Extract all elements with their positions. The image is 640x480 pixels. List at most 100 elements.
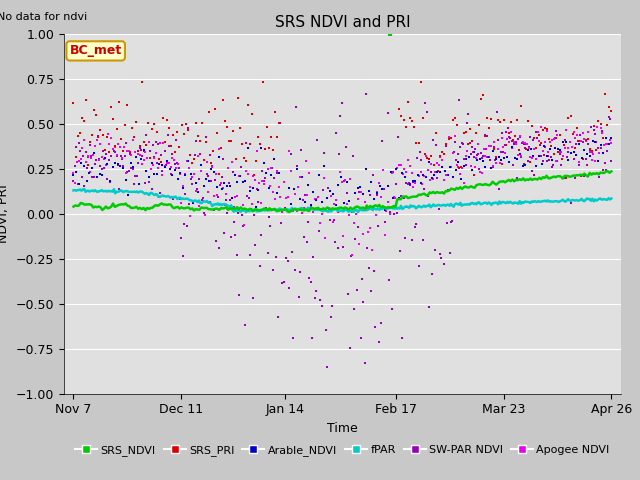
Point [129, 133, 139, 141]
Point [568, 128, 579, 135]
Point [70, 153, 81, 161]
Point [505, 134, 515, 142]
Point [129, 180, 140, 188]
Point [157, 167, 168, 175]
Point [566, 144, 577, 151]
Point [272, 169, 282, 177]
Point [557, 152, 568, 160]
Point [137, 152, 147, 160]
Point [110, 159, 120, 167]
Point [455, 143, 465, 150]
Point [313, 193, 323, 201]
Point [593, 117, 604, 125]
Point [131, 153, 141, 160]
Point [88, 173, 99, 180]
Point [461, 128, 471, 136]
Point [482, 153, 492, 161]
Point [75, 129, 85, 137]
Point [577, 154, 587, 162]
Point [489, 138, 499, 146]
Point [174, 144, 184, 151]
Point [401, 180, 412, 187]
Point [405, 180, 415, 188]
Point [185, 151, 195, 159]
Point [516, 153, 527, 160]
Point [284, 285, 294, 292]
Point [461, 153, 471, 160]
Point [333, 181, 344, 189]
Point [449, 148, 459, 156]
Point [323, 184, 333, 192]
Point [274, 169, 284, 177]
Point [261, 204, 271, 212]
Point [542, 125, 552, 133]
Point [176, 200, 186, 207]
Point [538, 148, 548, 156]
Point [141, 132, 152, 139]
Point [452, 121, 462, 129]
Point [149, 154, 159, 161]
Point [527, 155, 538, 162]
Point [232, 251, 242, 259]
Point [304, 274, 314, 282]
Point [372, 188, 383, 195]
Point [244, 183, 255, 191]
Point [82, 164, 92, 171]
Point [429, 161, 439, 169]
Point [541, 128, 552, 135]
Point [223, 165, 234, 172]
Point [493, 136, 503, 144]
Point [388, 168, 398, 176]
Point [245, 251, 255, 259]
Point [230, 193, 241, 201]
Point [173, 160, 183, 168]
Point [230, 155, 241, 162]
Point [413, 171, 423, 179]
Point [206, 177, 216, 185]
Point [369, 195, 380, 203]
Point [406, 237, 417, 244]
Point [559, 144, 570, 151]
Point [486, 142, 497, 149]
Point [76, 159, 86, 167]
Point [133, 159, 143, 167]
Point [81, 177, 92, 184]
Point [99, 156, 109, 163]
Point [191, 120, 201, 127]
Point [113, 160, 123, 168]
Point [513, 135, 524, 143]
Point [589, 126, 599, 134]
Point [388, 194, 399, 202]
Point [183, 156, 193, 164]
Point [240, 177, 250, 185]
Point [495, 148, 506, 156]
Point [315, 296, 325, 304]
Point [603, 140, 613, 147]
Point [482, 132, 492, 140]
Text: BC_met: BC_met [70, 44, 122, 58]
Point [349, 219, 359, 227]
Point [412, 140, 422, 147]
Point [262, 165, 273, 173]
Point [94, 155, 104, 162]
Point [257, 168, 268, 175]
Point [462, 147, 472, 155]
Point [143, 120, 154, 127]
Point [356, 188, 367, 196]
Point [68, 99, 79, 107]
Point [275, 119, 285, 127]
Point [406, 169, 417, 177]
Point [328, 218, 338, 226]
Point [108, 145, 118, 153]
Point [580, 136, 591, 144]
Point [515, 133, 525, 141]
X-axis label: Time: Time [327, 422, 358, 435]
Point [606, 107, 616, 115]
Point [189, 155, 199, 163]
Point [435, 250, 445, 258]
Point [536, 152, 547, 159]
Point [171, 164, 181, 172]
Point [76, 155, 86, 163]
Point [511, 141, 521, 148]
Point [81, 148, 91, 156]
